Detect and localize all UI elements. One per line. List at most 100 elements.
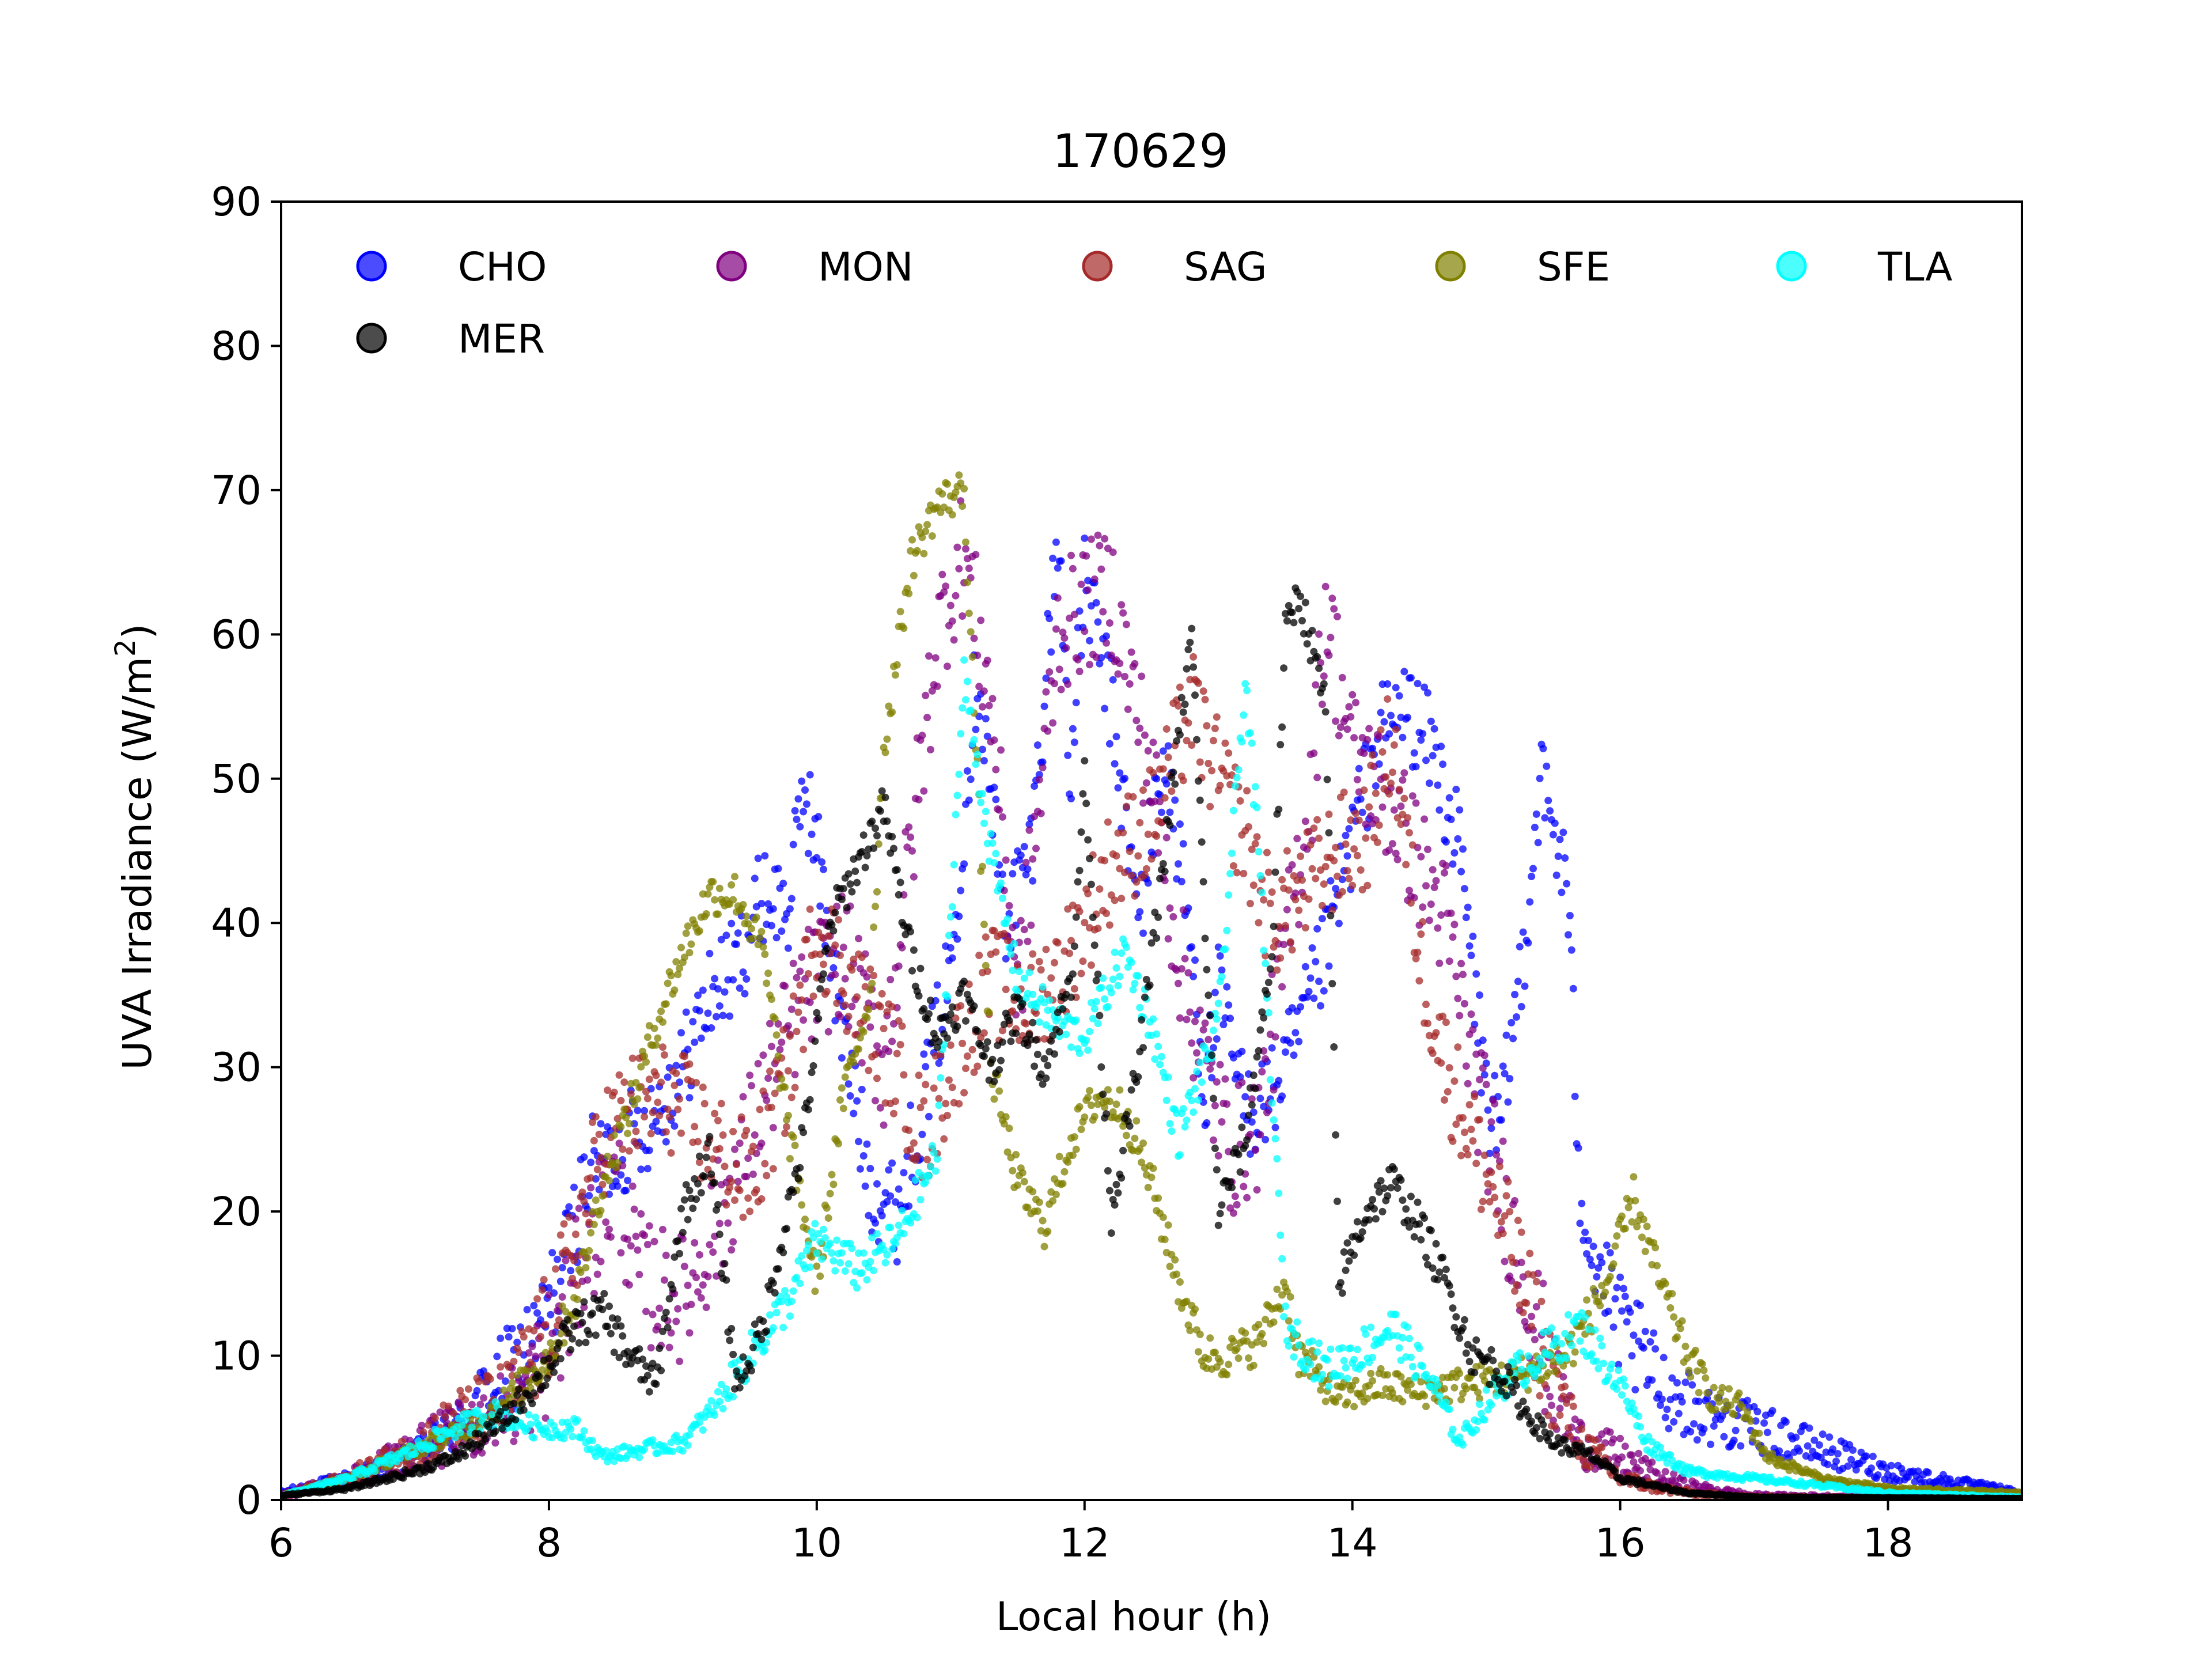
data-point-sag (1243, 787, 1251, 795)
data-point-mon (704, 1272, 712, 1281)
data-point-sfe (985, 1009, 993, 1017)
data-point-tla (948, 903, 956, 911)
data-point-mon (602, 1218, 610, 1226)
data-point-sfe (859, 1028, 868, 1036)
data-point-mon (1149, 738, 1157, 747)
data-point-sfe (959, 502, 967, 510)
data-point-tla (1323, 1356, 1331, 1364)
data-point-tla (1278, 1255, 1286, 1263)
data-point-mon (1022, 858, 1030, 866)
data-point-sag (1009, 1007, 1017, 1015)
data-point-mon (729, 1238, 737, 1246)
data-point-cho (1256, 1094, 1264, 1103)
data-point-sag (1404, 814, 1412, 822)
data-point-sfe (1171, 1256, 1179, 1264)
data-point-sag (737, 1113, 745, 1121)
data-point-sag (940, 1135, 948, 1143)
data-point-cho (613, 1182, 622, 1190)
data-point-cho (1663, 1406, 1671, 1414)
data-point-sfe (910, 571, 918, 579)
data-point-sag (890, 1109, 897, 1118)
data-point-cho (935, 1059, 943, 1067)
data-point-sag (1338, 888, 1346, 896)
data-point-tla (1434, 1381, 1442, 1389)
data-point-cho (1559, 828, 1567, 836)
data-point-tla (1129, 986, 1137, 994)
data-point-mon (634, 1246, 642, 1254)
data-point-sag (955, 1100, 963, 1108)
data-point-tla (898, 1207, 906, 1215)
data-point-sfe (1070, 1133, 1078, 1141)
data-point-sag (806, 905, 814, 913)
data-point-mon (1291, 889, 1300, 897)
data-point-tla (1084, 1046, 1092, 1054)
data-point-cho (800, 808, 808, 816)
data-point-tla (1325, 1382, 1333, 1391)
data-point-mon (787, 1005, 796, 1013)
data-point-cho (1521, 982, 1529, 990)
data-point-tla (1395, 1344, 1403, 1352)
data-point-tla (830, 1257, 838, 1265)
data-point-sfe (1321, 1397, 1330, 1406)
data-point-sfe (1132, 1117, 1141, 1125)
data-point-sag (752, 1185, 760, 1194)
data-point-tla (406, 1442, 414, 1450)
data-point-cho (767, 922, 775, 930)
data-point-sag (1131, 892, 1139, 900)
data-point-tla (863, 1276, 871, 1284)
data-point-sag (1476, 1116, 1483, 1124)
data-point-cho (1271, 1123, 1279, 1131)
data-point-sag (1164, 753, 1172, 762)
data-point-tla (1112, 964, 1120, 972)
data-point-mon (970, 634, 978, 642)
data-point-cho (732, 940, 740, 948)
data-point-mon (1531, 1336, 1539, 1343)
data-point-mon (1206, 1065, 1214, 1073)
data-point-tla (567, 1425, 575, 1433)
data-point-sfe (881, 748, 889, 756)
data-point-cho (1509, 1035, 1517, 1043)
data-point-mon (1082, 552, 1090, 560)
data-point-sfe (1687, 1373, 1695, 1381)
data-point-tla (1419, 1362, 1427, 1370)
data-point-cho (570, 1183, 578, 1191)
data-point-sag (715, 1145, 724, 1153)
data-point-mon (674, 1305, 682, 1313)
data-point-sfe (657, 1007, 665, 1016)
data-point-sfe (585, 1247, 593, 1255)
data-point-sag (839, 990, 847, 998)
data-point-mon (1360, 749, 1368, 757)
data-point-tla (1291, 1331, 1300, 1339)
data-point-mon (1312, 681, 1320, 689)
data-point-tla (1517, 1365, 1525, 1373)
data-point-sag (873, 1074, 881, 1082)
data-point-sfe (1638, 1233, 1646, 1241)
data-point-mon (615, 1139, 623, 1147)
data-point-sag (1278, 876, 1286, 884)
data-point-tla (1415, 1344, 1423, 1353)
data-point-sfe (965, 609, 973, 618)
data-point-tla (1101, 995, 1109, 1003)
data-point-cho (1024, 865, 1032, 873)
data-point-cho (1114, 784, 1122, 792)
data-point-mon (1184, 969, 1192, 977)
data-point-mon (946, 601, 955, 609)
data-point-cho (1554, 853, 1562, 860)
data-point-mon (1075, 668, 1084, 676)
data-point-tla (838, 1249, 846, 1257)
data-point-mon (798, 953, 806, 961)
data-point-sfe (1735, 1389, 1743, 1397)
data-point-sfe (868, 979, 876, 987)
data-point-cho (1516, 942, 1524, 950)
data-point-mon (858, 1059, 866, 1067)
data-point-cho (1469, 933, 1477, 940)
data-point-cho (1606, 1249, 1614, 1257)
data-point-sfe (872, 903, 879, 911)
data-point-sag (1229, 862, 1237, 870)
data-point-tla (1290, 1353, 1298, 1361)
data-point-tla (955, 770, 963, 778)
data-point-sag (896, 1041, 904, 1048)
data-point-sag (945, 1076, 953, 1084)
data-point-sag (1392, 725, 1400, 733)
data-point-cho (990, 783, 998, 791)
